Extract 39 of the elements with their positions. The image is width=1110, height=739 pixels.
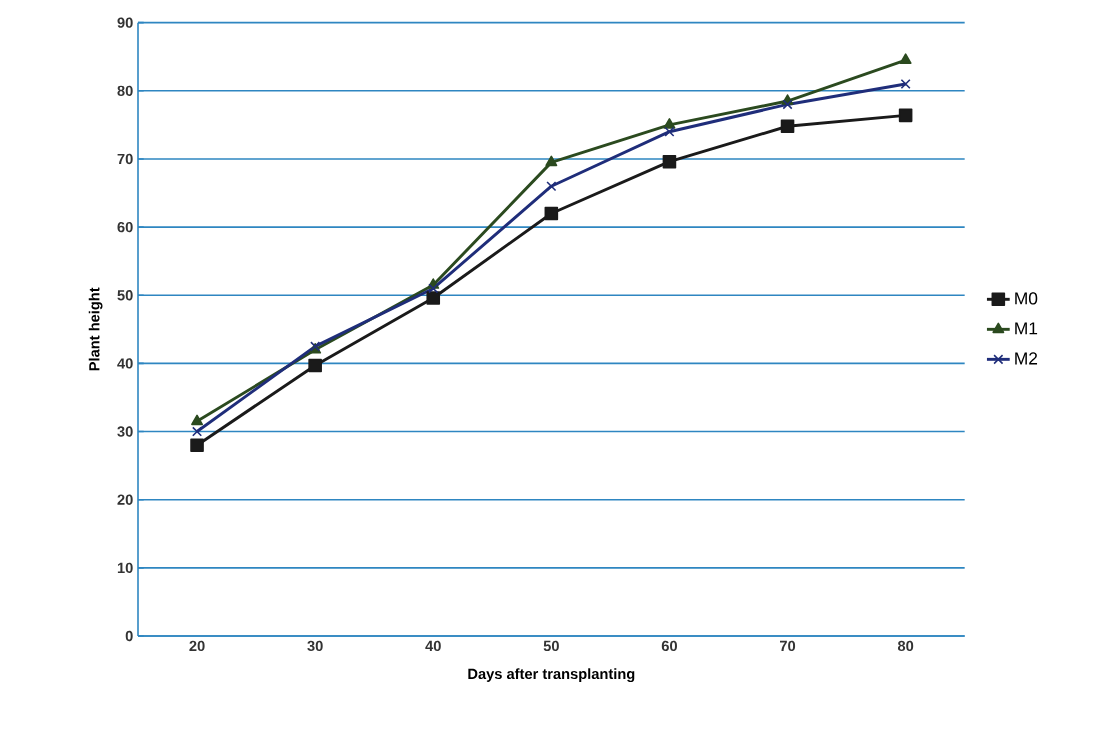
point — [308, 358, 322, 373]
x-tick-label: 50 — [543, 640, 559, 652]
legend-label: M0 — [1015, 292, 1038, 305]
x-tick-label: 30 — [307, 640, 323, 652]
legend-label: M2 — [1015, 352, 1038, 365]
point — [899, 53, 912, 64]
y-axis-title: Plant height — [88, 287, 103, 371]
point — [780, 119, 795, 134]
point — [426, 291, 441, 305]
y-tick-label: 90 — [117, 17, 133, 28]
y-tick-label: 70 — [117, 153, 133, 165]
y-tick-label: 0 — [125, 630, 133, 642]
y-tick-label: 80 — [117, 85, 133, 97]
x-tick-label: 80 — [897, 640, 914, 652]
point — [664, 126, 675, 137]
point — [544, 206, 559, 221]
y-tick-label: 10 — [117, 562, 133, 574]
x-tick-label: 60 — [661, 640, 677, 652]
point — [190, 438, 204, 452]
y-tick-label: 40 — [117, 358, 133, 369]
point — [192, 426, 203, 437]
y-tick-label: 50 — [117, 290, 133, 301]
y-tick-label: 60 — [117, 221, 133, 233]
y-tick-label: 20 — [117, 494, 133, 505]
legend-label: M1 — [1015, 322, 1038, 335]
x-tick-label: 20 — [189, 640, 205, 652]
y-tick-label: 30 — [117, 426, 133, 437]
point — [782, 99, 793, 110]
point — [546, 181, 557, 192]
point — [545, 155, 558, 167]
point — [662, 154, 677, 169]
point — [428, 283, 439, 294]
point — [663, 118, 676, 129]
x-axis-title: Days after transplanting — [468, 668, 635, 683]
x-tick-label: 40 — [425, 640, 441, 652]
x-tick-label: 70 — [780, 640, 796, 652]
point — [900, 78, 911, 90]
point — [898, 108, 913, 123]
point — [191, 414, 204, 426]
